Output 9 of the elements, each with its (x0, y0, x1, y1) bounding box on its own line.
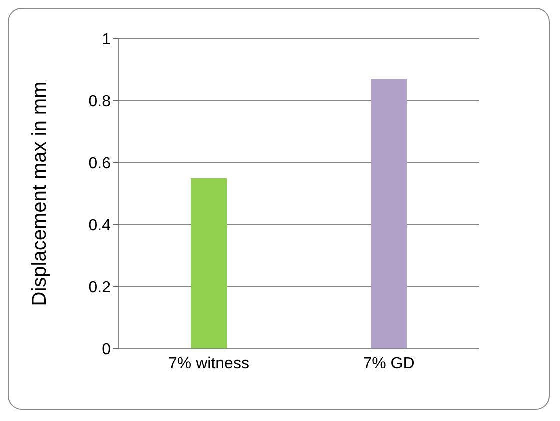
y-tick-label: 0 (102, 342, 112, 359)
y-tick-label: 0.8 (88, 94, 112, 111)
y-axis-title: Displacement max in mm (29, 82, 52, 306)
y-tick-label: 0.4 (88, 218, 112, 235)
x-tick-label: 7% GD (363, 355, 415, 372)
y-tick-label: 1 (102, 32, 112, 49)
y-tick-label: 0.2 (88, 280, 112, 297)
x-tick-label: 7% witness (168, 355, 250, 372)
y-tick-label: 0.6 (88, 156, 112, 173)
